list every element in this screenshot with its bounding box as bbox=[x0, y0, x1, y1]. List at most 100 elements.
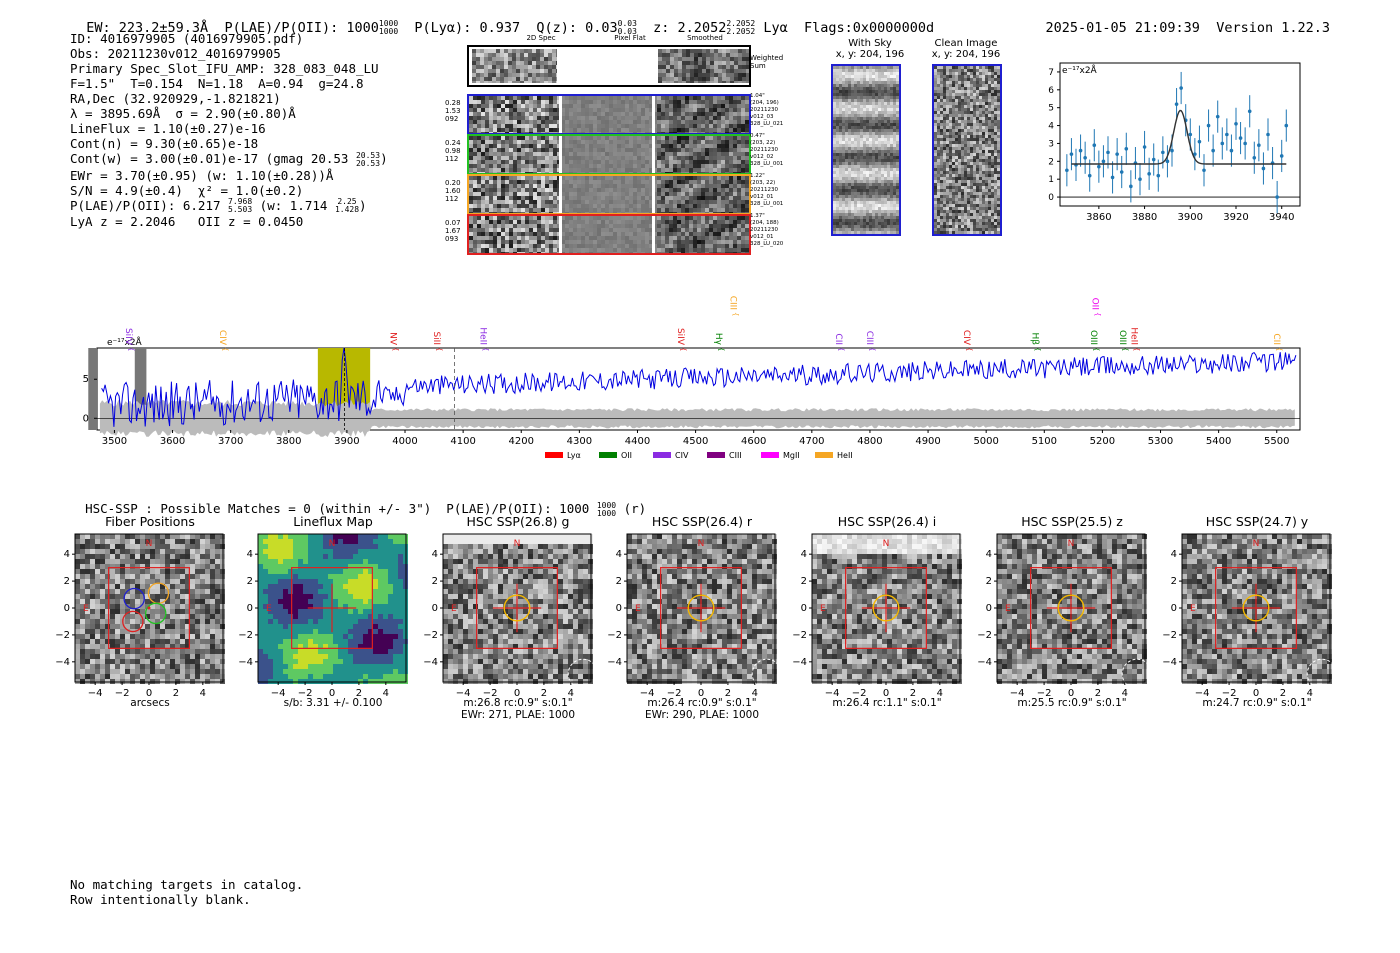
hsc-pixel bbox=[692, 649, 697, 654]
hsc-pixel bbox=[937, 654, 942, 659]
hsc-pixel bbox=[453, 619, 458, 624]
hsc-pixel bbox=[697, 654, 702, 659]
hsc-pixel bbox=[195, 589, 200, 594]
hsc-pixel bbox=[907, 639, 912, 644]
hsc-pixel bbox=[568, 599, 573, 604]
hsc-pixel bbox=[827, 564, 832, 569]
hsc-pixel bbox=[303, 539, 308, 544]
hsc-pixel bbox=[857, 559, 862, 564]
hsc-pixel bbox=[388, 574, 393, 579]
hsc-pixel bbox=[952, 534, 957, 539]
hsc-pixel bbox=[852, 559, 857, 564]
hsc-pixel bbox=[558, 604, 563, 609]
hsc-pixel bbox=[817, 614, 822, 619]
hsc-pixel bbox=[832, 629, 837, 634]
hsc-pixel bbox=[742, 619, 747, 624]
hsc-pixel bbox=[263, 539, 268, 544]
hsc-pixel bbox=[488, 589, 493, 594]
hsc-pixel bbox=[150, 564, 155, 569]
hsc-pixel bbox=[682, 659, 687, 664]
hsc-pixel bbox=[503, 669, 508, 674]
hsc-pixel bbox=[358, 639, 363, 644]
hsc-pixel bbox=[533, 669, 538, 674]
hsc-pixel bbox=[190, 544, 195, 549]
hsc-pixel bbox=[822, 549, 827, 554]
hsc-pixel bbox=[200, 569, 205, 574]
hsc-pixel bbox=[682, 609, 687, 614]
hsc-pixel bbox=[508, 574, 513, 579]
hsc-pixel bbox=[862, 609, 867, 614]
hsc-pixel bbox=[348, 579, 353, 584]
hsc-pixel bbox=[170, 629, 175, 634]
hsc-pixel bbox=[832, 594, 837, 599]
hsc-pixel bbox=[358, 614, 363, 619]
hsc-pixel bbox=[85, 554, 90, 559]
hsc-pixel bbox=[902, 544, 907, 549]
hsc-pixel bbox=[343, 539, 348, 544]
hsc-pixel bbox=[528, 654, 533, 659]
hsc-pixel bbox=[727, 609, 732, 614]
hsc-pixel bbox=[175, 664, 180, 669]
hsc-pixel bbox=[498, 624, 503, 629]
hsc-pixel bbox=[150, 554, 155, 559]
hsc-pixel bbox=[523, 609, 528, 614]
hsc-pixel bbox=[852, 554, 857, 559]
hsc-pixel bbox=[483, 634, 488, 639]
hsc-pixel bbox=[388, 599, 393, 604]
hsc-pixel bbox=[283, 639, 288, 644]
hsc-pixel bbox=[348, 614, 353, 619]
hsc-pixel bbox=[578, 569, 583, 574]
hsc-pixel bbox=[298, 639, 303, 644]
hsc-pixel bbox=[538, 669, 543, 674]
hsc-pixel bbox=[882, 594, 887, 599]
hsc-pixel bbox=[165, 534, 170, 539]
hsc-pixel bbox=[185, 644, 190, 649]
hsc-pixel bbox=[583, 559, 588, 564]
hsc-pixel bbox=[95, 649, 100, 654]
hsc-pixel bbox=[573, 579, 578, 584]
hsc-pixel bbox=[323, 674, 328, 679]
hsc-pixel bbox=[263, 609, 268, 614]
hsc-pixel bbox=[548, 654, 553, 659]
info-id: ID: 4016979905 (4016979905.pdf) bbox=[70, 31, 304, 46]
hsc-pixel bbox=[278, 654, 283, 659]
hsc-pixel bbox=[832, 589, 837, 594]
hsc-pixel bbox=[937, 619, 942, 624]
hsc-pixel bbox=[318, 549, 323, 554]
hsc-pixel bbox=[573, 594, 578, 599]
hsc-pixel bbox=[448, 669, 453, 674]
hsc-pixel bbox=[368, 604, 373, 609]
fiber-circle bbox=[122, 610, 144, 633]
hsc-pixel bbox=[757, 574, 762, 579]
hsc-pixel bbox=[368, 634, 373, 639]
hsc-pixel bbox=[195, 669, 200, 674]
hsc-pixel bbox=[293, 539, 298, 544]
hsc-pixel bbox=[647, 594, 652, 599]
hsc-pixel bbox=[817, 594, 822, 599]
hsc-pixel bbox=[268, 669, 273, 674]
hsc-pixel bbox=[75, 609, 80, 614]
hsc-pixel bbox=[513, 544, 518, 549]
hsc-pixel bbox=[872, 539, 877, 544]
hsc-pixel bbox=[667, 619, 672, 624]
legend-swatch bbox=[761, 452, 779, 458]
hsc-pixel bbox=[822, 629, 827, 634]
hsc-pixel bbox=[543, 634, 548, 639]
hsc-pixel bbox=[842, 649, 847, 654]
emission-line-text: Hγ bbox=[713, 333, 723, 346]
hsc-pixel bbox=[872, 619, 877, 624]
hsc-pixel bbox=[672, 639, 677, 644]
hsc-pixel bbox=[263, 629, 268, 634]
hsc-pixel bbox=[288, 604, 293, 609]
hsc-pixel bbox=[637, 649, 642, 654]
hsc-pixel bbox=[473, 609, 478, 614]
hsc-pixel bbox=[942, 619, 947, 624]
hsc-pixel bbox=[105, 574, 110, 579]
hsc-pixel bbox=[518, 549, 523, 554]
zoom-data-point bbox=[1284, 123, 1289, 128]
hsc-pixel bbox=[185, 544, 190, 549]
hsc-pixel bbox=[483, 599, 488, 604]
compass-north: N bbox=[514, 539, 521, 549]
hsc-pixel bbox=[563, 584, 568, 589]
hsc-pixel bbox=[353, 629, 358, 634]
